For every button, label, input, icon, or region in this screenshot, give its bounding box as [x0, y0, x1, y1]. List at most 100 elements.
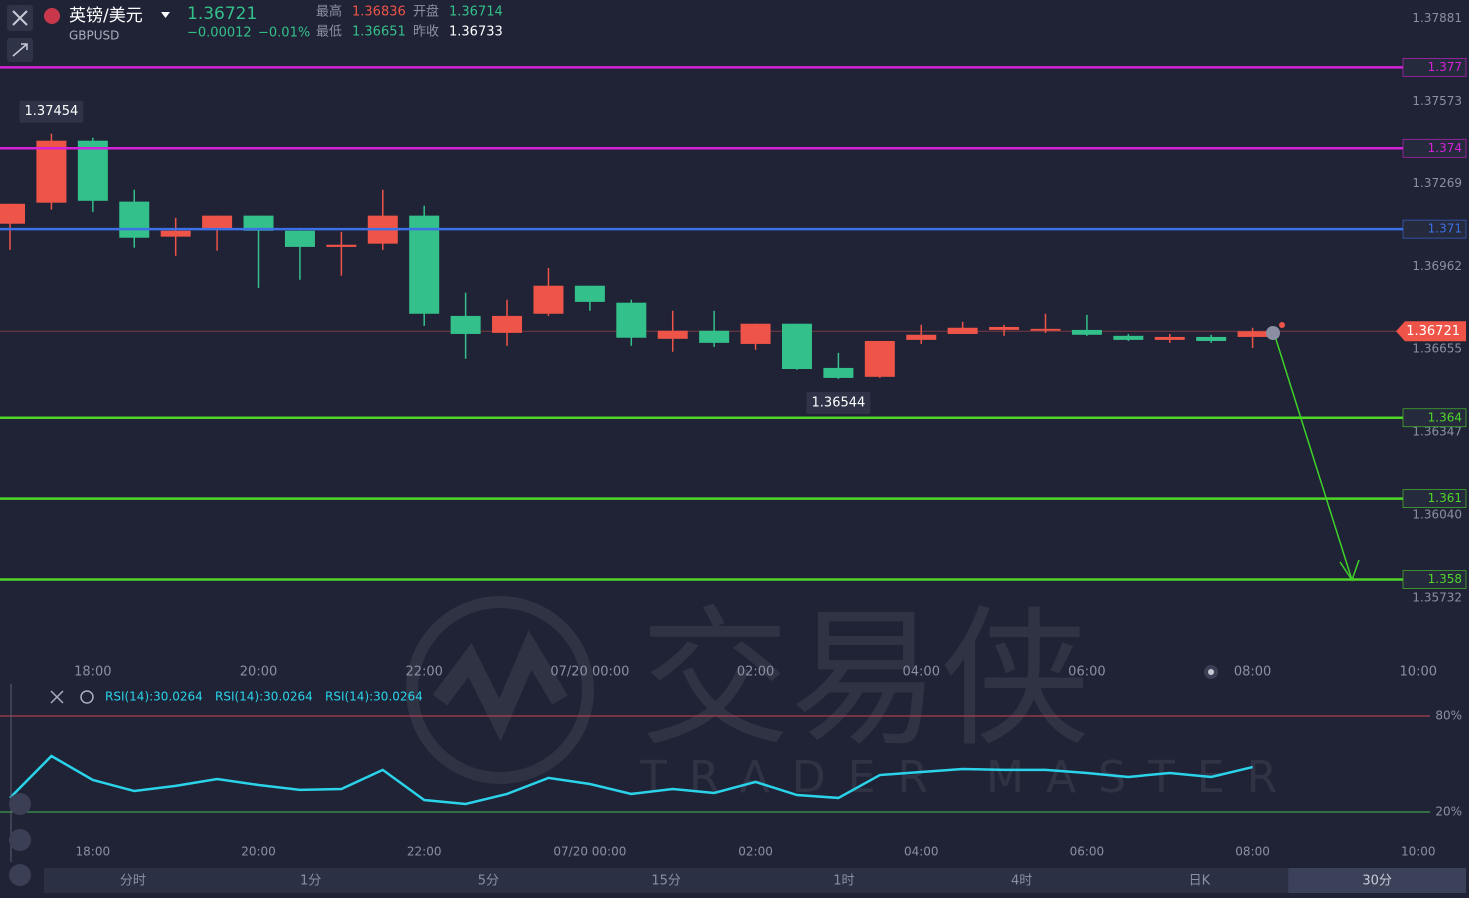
settings-icon[interactable] — [80, 690, 94, 704]
change-pct: −0.01% — [258, 26, 310, 41]
y-tick-label: 1.36347 — [1412, 425, 1462, 439]
last-price-label: 1.36721 — [1406, 324, 1460, 339]
jump-dot — [1208, 669, 1214, 675]
stat-label: 最低 — [316, 25, 342, 40]
candle-body — [781, 323, 812, 370]
y-tick-label: 1.37881 — [1412, 11, 1462, 25]
level-tag — [1402, 570, 1467, 589]
x-tick-label: 02:00 — [738, 845, 773, 859]
x-tick-label: 18:00 — [76, 845, 111, 859]
x-tick-label: 10:00 — [1400, 665, 1437, 680]
timeframe-tab[interactable]: 1时 — [833, 874, 854, 889]
candle-body — [1030, 328, 1061, 331]
x-tick-label: 04:00 — [903, 665, 940, 680]
pair-name: 英镑/美元 — [69, 6, 143, 26]
logo-mark — [432, 630, 568, 742]
candle-body — [409, 215, 440, 314]
y-tick-label: 1.37573 — [1412, 94, 1462, 108]
annotation-box — [19, 100, 84, 123]
y-tick-label: 1.36962 — [1412, 259, 1462, 273]
level-tag — [1402, 219, 1467, 239]
y-tick-label: 1.35732 — [1412, 590, 1462, 604]
level-tag — [1402, 58, 1467, 77]
stat-label: 最高 — [316, 4, 342, 20]
dropdown[interactable] — [161, 12, 170, 18]
candle-body — [906, 334, 937, 340]
x-tick-label: 07/20 00:00 — [553, 845, 626, 859]
timeframe-tab[interactable]: 4时 — [1011, 874, 1032, 889]
y-tick-label: 80% — [1435, 709, 1462, 723]
logo-ring — [406, 596, 594, 784]
timeframe-tab[interactable]: 日K — [1189, 874, 1211, 889]
candle-body — [657, 330, 688, 339]
candle-body — [160, 230, 191, 237]
x-tick-label: 10:00 — [1401, 845, 1436, 859]
expand-icon — [12, 43, 28, 57]
y-tick-label: 1.37269 — [1412, 176, 1462, 190]
candle-body — [699, 330, 730, 343]
candle-body — [533, 285, 564, 314]
x-tick-label: 06:00 — [1070, 845, 1105, 859]
candle-body — [616, 302, 647, 338]
watermark: 交易侠 TRADER MASTER — [406, 593, 1299, 803]
indicator-label: RSI(14):30.0264 — [105, 690, 203, 704]
alert-dot — [1279, 322, 1285, 328]
level-label: 1.364 — [1428, 410, 1462, 424]
x-tick-label: 06:00 — [1068, 665, 1105, 680]
x-tick-label: 22:00 — [405, 665, 442, 680]
timeframe-tab[interactable]: 30分 — [1362, 874, 1392, 889]
forecast-arrow — [1273, 332, 1353, 581]
arrow-head — [1339, 559, 1360, 582]
x-tick-label: 18:00 — [74, 665, 111, 680]
candle-body — [0, 203, 25, 224]
tool-button[interactable] — [9, 829, 31, 851]
candle-body — [1113, 335, 1144, 340]
indicator-label: RSI(14):30.0264 — [215, 690, 313, 704]
watermark-title: 交易侠 — [640, 593, 1090, 767]
remove-indicator[interactable] — [50, 690, 64, 704]
level-tag — [1402, 138, 1467, 158]
candle-body — [1237, 331, 1268, 337]
timeframe-tab[interactable]: 15分 — [651, 874, 681, 889]
current-marker[interactable] — [1266, 326, 1280, 340]
candle-body — [740, 323, 771, 344]
level-tag — [1402, 408, 1467, 428]
candle-body — [243, 215, 274, 231]
candle-body — [574, 285, 605, 302]
price: 1.36721 — [187, 4, 257, 24]
stat-label: 昨收 — [413, 25, 439, 40]
timeframe-tab[interactable]: 1分 — [300, 874, 321, 889]
candle-body — [202, 215, 233, 229]
candle-body — [1071, 329, 1102, 335]
candle-body — [864, 340, 895, 377]
timeframe-tab[interactable]: 5分 — [478, 874, 499, 889]
price-pane: 1.37881 1.37573 1.37269 1.36962 1.36655 1.363… — [0, 11, 1467, 680]
stat-value: 1.36714 — [449, 5, 503, 20]
rsi-line — [9, 754, 1253, 806]
candle-body — [492, 315, 523, 333]
level-label: 1.358 — [1428, 572, 1462, 586]
x-tick-label: 02:00 — [737, 665, 774, 680]
stat-value: 1.36651 — [352, 25, 406, 40]
y-tick-label: 1.36040 — [1412, 507, 1462, 521]
timeframe-tab[interactable]: 分时 — [120, 874, 146, 889]
flag-icon — [44, 8, 60, 24]
annotation-box — [806, 391, 871, 414]
change: −0.00012 — [187, 26, 252, 41]
candle-body — [36, 140, 67, 203]
candle-body — [326, 244, 357, 247]
watermark-subtitle: TRADER MASTER — [639, 752, 1299, 803]
level-label: 1.377 — [1428, 60, 1462, 74]
level-label: 1.371 — [1428, 222, 1462, 236]
pair-symbol: GBPUSD — [69, 29, 119, 43]
annotation-label: 1.36544 — [812, 395, 866, 410]
tool-button[interactable] — [9, 793, 31, 815]
tool-button[interactable] — [9, 864, 31, 886]
candle-body — [119, 201, 150, 238]
candle-body — [77, 140, 108, 201]
x-tick-label: 04:00 — [904, 845, 939, 859]
rsi-pane: 80% 20% 18:00 20:00 22:00 07/20 00:00 02:00 04:… — [0, 690, 1462, 859]
candle-body — [947, 327, 978, 334]
